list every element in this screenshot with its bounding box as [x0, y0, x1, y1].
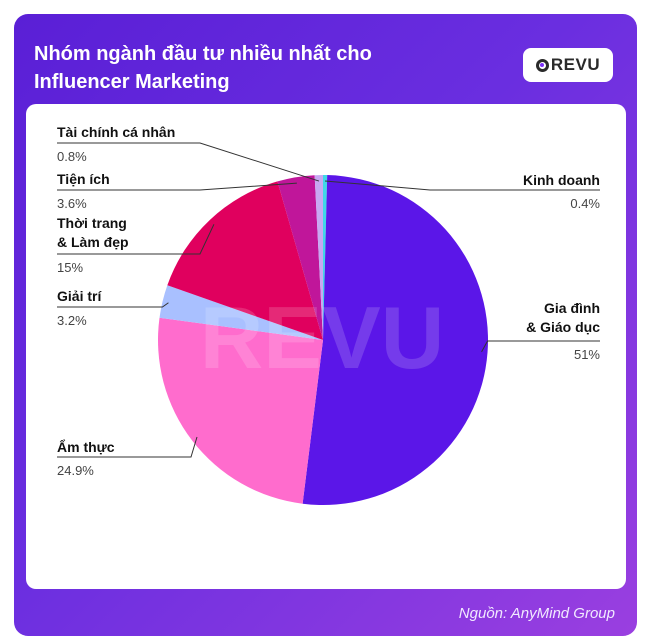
watermark-text: REVU	[200, 288, 445, 387]
slice-value-thoi-trang-lam-dep: 15%	[57, 260, 83, 275]
logo-text: REVU	[550, 55, 601, 74]
leader-line-tien-ich	[57, 182, 297, 191]
slice-value-tai-chinh-ca-nhan: 0.8%	[57, 149, 87, 164]
slice-label-tien-ich: Tiện ích	[57, 171, 110, 187]
slice-label-tai-chinh-ca-nhan: Tài chính cá nhân	[57, 124, 175, 140]
slice-label-kinh-doanh: Kinh doanh	[523, 172, 600, 188]
slice-label-giai-tri: Giải trí	[57, 288, 102, 304]
slice-label-am-thuc: Ẩm thực	[57, 438, 115, 455]
leader-line-am-thuc	[57, 436, 198, 458]
slice-label-thoi-trang-lam-dep: Thời trang & Làm đẹp	[57, 215, 129, 250]
pie-slice-am-thuc	[157, 317, 323, 504]
slice-value-gia-dinh-giao-duc: 51%	[574, 347, 600, 362]
pie-slice-giai-tri	[159, 285, 323, 340]
source-note: Nguồn: AnyMind Group	[458, 605, 615, 622]
pie-slice-thoi-trang-lam-dep	[167, 181, 323, 340]
pie-slice-kinh-doanh	[323, 175, 328, 340]
page-title: Nhóm ngành đầu tư nhiều nhất cho Influen…	[34, 43, 372, 93]
pie-slice-tien-ich	[277, 175, 323, 340]
leader-line-gia-dinh-giao-duc	[481, 340, 600, 353]
slice-value-kinh-doanh: 0.4%	[570, 196, 600, 211]
leader-line-tai-chinh-ca-nhan	[57, 142, 320, 182]
leader-line-thoi-trang-lam-dep	[57, 224, 215, 255]
slice-value-am-thuc: 24.9%	[57, 463, 94, 478]
slice-value-tien-ich: 3.6%	[57, 196, 87, 211]
pie-slice-gia-dinh-giao-duc	[302, 175, 488, 505]
logo-ring-icon	[535, 58, 549, 72]
pie-slice-tai-chinh-ca-nhan	[314, 175, 323, 340]
leader-line-giai-tri	[57, 302, 169, 308]
slice-label-gia-dinh-giao-duc: Gia đình & Giáo dục	[526, 300, 600, 335]
slice-value-giai-tri: 3.2%	[57, 313, 87, 328]
leader-line-kinh-doanh	[324, 180, 600, 191]
brand-logo: REVU	[523, 48, 613, 82]
